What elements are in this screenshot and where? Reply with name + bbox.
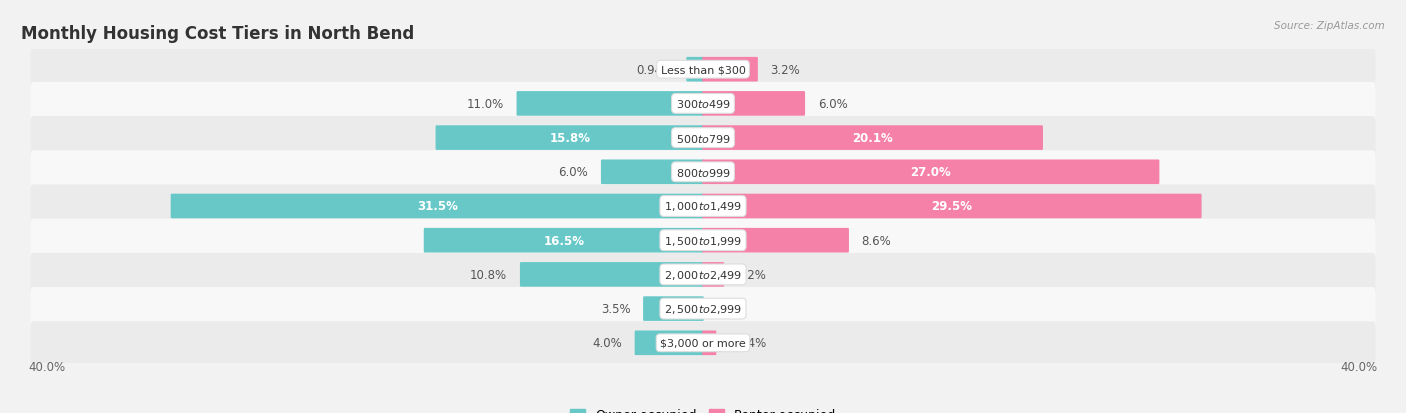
Text: 8.6%: 8.6% [862, 234, 891, 247]
Text: $1,500 to $1,999: $1,500 to $1,999 [664, 234, 742, 247]
FancyBboxPatch shape [600, 160, 704, 185]
FancyBboxPatch shape [686, 58, 704, 82]
Text: 0.74%: 0.74% [728, 337, 766, 349]
Text: $2,000 to $2,499: $2,000 to $2,499 [664, 268, 742, 281]
FancyBboxPatch shape [31, 321, 1375, 364]
Text: 4.0%: 4.0% [592, 337, 621, 349]
Text: 20.1%: 20.1% [852, 132, 893, 145]
Text: 6.0%: 6.0% [818, 97, 848, 111]
FancyBboxPatch shape [31, 151, 1375, 194]
FancyBboxPatch shape [702, 92, 806, 116]
FancyBboxPatch shape [643, 297, 704, 321]
Text: $2,500 to $2,999: $2,500 to $2,999 [664, 302, 742, 316]
FancyBboxPatch shape [31, 253, 1375, 296]
FancyBboxPatch shape [31, 185, 1375, 228]
FancyBboxPatch shape [31, 49, 1375, 92]
Text: $1,000 to $1,499: $1,000 to $1,499 [664, 200, 742, 213]
Text: 40.0%: 40.0% [1341, 360, 1378, 373]
FancyBboxPatch shape [702, 331, 716, 355]
Text: Monthly Housing Cost Tiers in North Bend: Monthly Housing Cost Tiers in North Bend [21, 24, 415, 43]
Text: 29.5%: 29.5% [931, 200, 973, 213]
Text: Source: ZipAtlas.com: Source: ZipAtlas.com [1274, 21, 1385, 31]
FancyBboxPatch shape [31, 117, 1375, 160]
Text: 0.94%: 0.94% [637, 64, 673, 76]
Text: $500 to $799: $500 to $799 [675, 132, 731, 144]
FancyBboxPatch shape [702, 58, 758, 82]
Text: 3.2%: 3.2% [770, 64, 800, 76]
Text: 6.0%: 6.0% [558, 166, 588, 179]
Text: 15.8%: 15.8% [550, 132, 591, 145]
Text: 3.5%: 3.5% [600, 302, 630, 316]
Text: Less than $300: Less than $300 [661, 65, 745, 75]
FancyBboxPatch shape [702, 228, 849, 253]
Text: 0.0%: 0.0% [717, 302, 747, 316]
FancyBboxPatch shape [634, 331, 704, 355]
FancyBboxPatch shape [702, 262, 724, 287]
FancyBboxPatch shape [520, 262, 704, 287]
FancyBboxPatch shape [702, 194, 1202, 219]
Text: 10.8%: 10.8% [470, 268, 508, 281]
Text: 27.0%: 27.0% [911, 166, 950, 179]
FancyBboxPatch shape [702, 160, 1160, 185]
Text: 31.5%: 31.5% [416, 200, 458, 213]
Text: $300 to $499: $300 to $499 [675, 98, 731, 110]
Text: 11.0%: 11.0% [467, 97, 503, 111]
FancyBboxPatch shape [516, 92, 704, 116]
FancyBboxPatch shape [423, 228, 704, 253]
Text: $800 to $999: $800 to $999 [675, 166, 731, 178]
FancyBboxPatch shape [702, 126, 1043, 151]
Legend: Owner-occupied, Renter-occupied: Owner-occupied, Renter-occupied [565, 404, 841, 413]
FancyBboxPatch shape [170, 194, 704, 219]
FancyBboxPatch shape [31, 83, 1375, 126]
FancyBboxPatch shape [31, 287, 1375, 330]
Text: 40.0%: 40.0% [28, 360, 65, 373]
Text: 1.2%: 1.2% [737, 268, 766, 281]
FancyBboxPatch shape [436, 126, 704, 151]
Text: $3,000 or more: $3,000 or more [661, 338, 745, 348]
FancyBboxPatch shape [31, 219, 1375, 262]
Text: 16.5%: 16.5% [543, 234, 585, 247]
